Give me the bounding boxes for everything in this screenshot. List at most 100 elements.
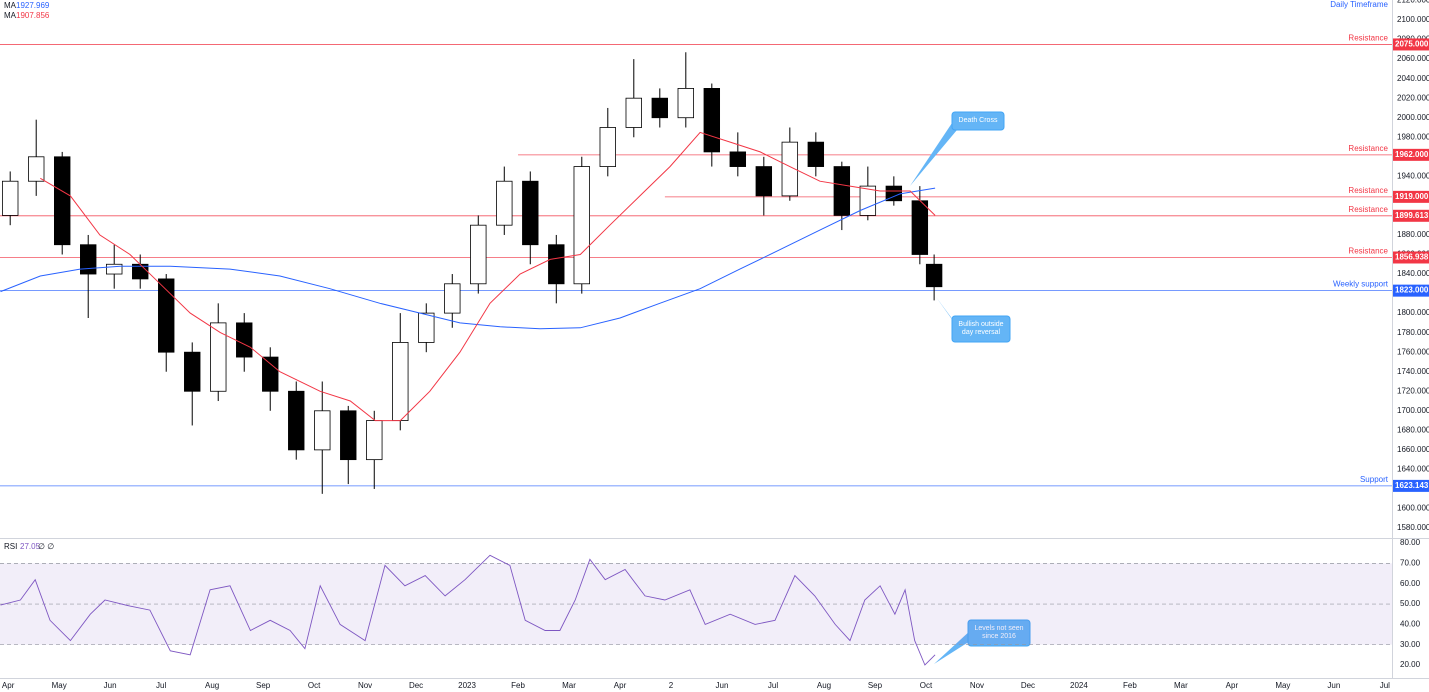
- x-tick-label: Aug: [205, 681, 219, 690]
- candle-body: [859, 185, 877, 216]
- level-price-label: 1919.000: [1395, 192, 1429, 201]
- y-tick-label: 2040.000: [1397, 74, 1429, 83]
- x-tick-label: Aug: [817, 681, 831, 690]
- candle-body: [340, 410, 357, 461]
- x-tick-label: Oct: [308, 681, 321, 690]
- level-price-box: [1393, 190, 1429, 203]
- candle-body: [703, 88, 721, 153]
- x-tick-label: Jun: [716, 681, 729, 690]
- y-tick-label: 2120.000: [1397, 0, 1429, 5]
- candle-body: [158, 278, 175, 353]
- x-tick-label: Jun: [104, 681, 117, 690]
- y-tick-label: 1840.000: [1397, 269, 1429, 278]
- level-name: Resistance: [1348, 34, 1388, 43]
- rsi-value: 27.05: [20, 542, 41, 551]
- rsi-tick-label: 50.00: [1400, 599, 1421, 608]
- rsi-tick-label: 40.00: [1400, 619, 1421, 628]
- candle-body: [925, 263, 943, 288]
- x-tick-label: Dec: [409, 681, 423, 690]
- x-tick-label: Mar: [1174, 681, 1188, 690]
- rsi-tick-label: 30.00: [1400, 640, 1421, 649]
- candle-body: [288, 390, 305, 451]
- candle-body: [28, 156, 45, 182]
- level-name: Resistance: [1348, 186, 1388, 195]
- level-name: Resistance: [1348, 247, 1388, 256]
- y-tick-label: 2060.000: [1397, 54, 1429, 63]
- candle-body: [522, 180, 539, 246]
- callout-box: [967, 619, 1031, 647]
- candle-body: [1, 180, 19, 216]
- x-tick-label: Feb: [511, 681, 525, 690]
- y-tick-label: 1640.000: [1397, 465, 1429, 474]
- level-price-box: [1393, 479, 1429, 492]
- level-price-box: [1393, 209, 1429, 222]
- y-tick-label: 1660.000: [1397, 445, 1429, 454]
- rsi-tick-label: 70.00: [1400, 559, 1421, 568]
- level-price-box: [1393, 148, 1429, 161]
- x-tick-label: 2023: [458, 681, 476, 690]
- x-tick-label: 2: [669, 681, 674, 690]
- callout-pointer: [910, 117, 962, 186]
- candle-body: [677, 88, 695, 119]
- candle-body: [184, 351, 201, 392]
- level-price-label: 1899.613: [1395, 211, 1429, 220]
- candle-body: [496, 180, 513, 226]
- callout-text: Death Cross: [958, 117, 998, 124]
- x-tick-label: Mar: [562, 681, 576, 690]
- x-tick-label: Apr: [614, 681, 627, 690]
- candle-body: [366, 420, 383, 461]
- level-price-box: [1393, 284, 1429, 297]
- level-price-label: 1856.938: [1395, 253, 1429, 262]
- y-tick-label: 1760.000: [1397, 347, 1429, 356]
- candle-body: [80, 244, 97, 275]
- y-tick-label: 1980.000: [1397, 132, 1429, 141]
- x-tick-label: Nov: [970, 681, 984, 690]
- y-tick-label: 1800.000: [1397, 308, 1429, 317]
- callout-box: [951, 315, 1011, 343]
- callout-text: Bullish outside day reversal: [958, 321, 1004, 336]
- x-tick-label: Sep: [256, 681, 271, 690]
- candle-body: [314, 410, 331, 451]
- x-tick-label: Apr: [1226, 681, 1239, 690]
- level-name: Weekly support: [1333, 280, 1389, 289]
- candle-body: [833, 166, 851, 216]
- legend-name: MA: [4, 1, 17, 10]
- timeframe-note: Daily Timeframe: [1330, 0, 1388, 9]
- x-tick-label: Jun: [1327, 681, 1340, 690]
- x-tick-label: Dec: [1021, 681, 1035, 690]
- level-price-box: [1393, 251, 1429, 264]
- rsi-tick-label: 20.00: [1400, 660, 1421, 669]
- candle-body: [418, 312, 435, 343]
- moving-average: [40, 131, 936, 422]
- candle-body: [548, 244, 565, 285]
- candle-body: [470, 224, 487, 285]
- callout-pointer: [934, 629, 978, 664]
- y-tick-label: 1680.000: [1397, 425, 1429, 434]
- candle-body: [573, 166, 590, 285]
- rsi-line: [0, 554, 936, 666]
- callout-text: Levels not seen since 2016: [974, 625, 1024, 640]
- x-tick-label: Sep: [868, 681, 883, 690]
- y-tick-label: 2000.000: [1397, 113, 1429, 122]
- candle-body: [54, 156, 71, 246]
- rsi-name: RSI: [4, 542, 17, 551]
- candle-body: [729, 151, 747, 167]
- rsi-tick-label: 60.00: [1400, 579, 1421, 588]
- y-tick-label: 1580.000: [1397, 523, 1429, 532]
- x-tick-label: Jul: [1380, 681, 1390, 690]
- candle-body: [599, 127, 616, 167]
- y-tick-label: 2100.000: [1397, 15, 1429, 24]
- level-name: Resistance: [1348, 205, 1388, 214]
- candle-body: [781, 141, 799, 197]
- legend-value: 1907.856: [16, 11, 50, 20]
- callout-frame: Bullish outside day reversal: [958, 321, 1004, 336]
- candle-body: [392, 342, 409, 421]
- x-tick-label: 2024: [1070, 681, 1088, 690]
- y-tick-label: 1940.000: [1397, 171, 1429, 180]
- x-tick-label: Oct: [920, 681, 933, 690]
- moving-average: [0, 187, 936, 330]
- level-price-label: 1823.000: [1395, 286, 1429, 295]
- x-tick-label: May: [52, 681, 67, 690]
- x-tick-label: Nov: [358, 681, 372, 690]
- y-tick-label: 1600.000: [1397, 504, 1429, 513]
